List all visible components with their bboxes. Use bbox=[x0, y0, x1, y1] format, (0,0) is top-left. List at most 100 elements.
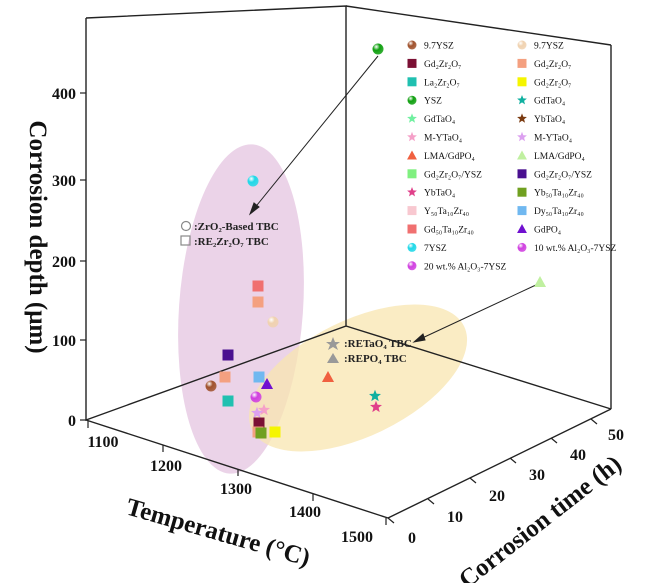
legend-label: 9.7YSZ bbox=[534, 42, 564, 52]
data-point bbox=[252, 296, 264, 308]
data-point bbox=[251, 406, 263, 419]
y-tick-label: 30 bbox=[529, 467, 545, 484]
data-point bbox=[247, 175, 259, 187]
legend-label: Gd₂Zr₂O₇ bbox=[534, 60, 571, 70]
x-tick-label: 1200 bbox=[150, 458, 182, 475]
data-point bbox=[372, 43, 384, 55]
legend-marker bbox=[407, 187, 417, 197]
legend-marker bbox=[517, 169, 527, 179]
annotation-arrows bbox=[248, 55, 539, 343]
data-point bbox=[250, 391, 262, 403]
x-axis-title: Temperature (°C) bbox=[123, 494, 313, 572]
data-point bbox=[369, 389, 381, 402]
legend-marker bbox=[517, 95, 527, 105]
legend-label: Gd₅₀Ta₁₀Zr₄₀ bbox=[424, 226, 474, 236]
y-tick-label: 40 bbox=[570, 447, 586, 464]
x-tick-label: 1100 bbox=[87, 434, 118, 451]
data-point bbox=[253, 417, 265, 429]
data-point bbox=[321, 370, 335, 382]
z-tick-label: 300 bbox=[52, 173, 76, 190]
legend-marker bbox=[517, 206, 527, 216]
legend-marker bbox=[517, 242, 527, 252]
data-point bbox=[252, 280, 264, 292]
legend-marker bbox=[407, 224, 417, 234]
zro2-annotation: :ZrO₂-Based TBC :RE₂Zr₂O₇ TBC bbox=[180, 220, 279, 248]
legend-marker bbox=[407, 169, 417, 179]
z-axis-ticks: 0 100 200 300 400 bbox=[52, 86, 86, 430]
y-tick-label: 50 bbox=[608, 427, 624, 444]
legend-label: M-YTaO₄ bbox=[424, 134, 462, 144]
data-point bbox=[222, 395, 234, 407]
legend-label: Yb₅₀Ta₁₀Zr₄₀ bbox=[534, 189, 584, 199]
data-point bbox=[253, 371, 265, 383]
y-tick-label: 20 bbox=[489, 488, 505, 505]
legend: 9.7YSZ 9.7YSZ Gd₂Zr₂O₇ Gd₂Zr₂O₇ La₂Zr₂O₇ Gd₂Z… bbox=[407, 40, 617, 272]
data-point bbox=[258, 403, 270, 416]
x-tick-label: 1400 bbox=[289, 504, 321, 521]
retao4-group-ellipse bbox=[248, 304, 468, 452]
zro2-square-label: :RE₂Zr₂O₇ TBC bbox=[194, 236, 269, 248]
zro2-circle-label: :ZrO₂-Based TBC bbox=[194, 221, 279, 233]
legend-label: Dy₅₀Ta₁₀Zr₄₀ bbox=[534, 207, 584, 217]
legend-marker bbox=[407, 150, 417, 160]
gray-star-icon bbox=[326, 337, 340, 350]
legend-label: YbTaO₄ bbox=[424, 189, 455, 199]
legend-marker bbox=[517, 58, 527, 68]
data-point bbox=[260, 377, 274, 389]
legend-marker bbox=[517, 113, 527, 123]
data-points bbox=[205, 43, 547, 439]
legend-label: YSZ bbox=[424, 97, 442, 107]
legend-marker bbox=[517, 224, 527, 234]
data-point bbox=[533, 275, 547, 287]
legend-marker bbox=[407, 113, 417, 123]
repo4-triangle-label: :REPO₄ TBC bbox=[344, 353, 407, 365]
legend-label: Gd₂Zr₂O₇ bbox=[534, 78, 571, 88]
legend-marker bbox=[517, 187, 527, 197]
legend-marker bbox=[407, 95, 417, 105]
z-axis-title: Corrosion depth (μm) bbox=[24, 120, 51, 353]
gray-triangle-icon bbox=[327, 353, 339, 363]
y-tick-label: 0 bbox=[408, 530, 416, 547]
data-point bbox=[267, 316, 279, 328]
legend-marker bbox=[407, 58, 417, 68]
legend-marker bbox=[517, 150, 527, 160]
z-tick-label: 400 bbox=[52, 86, 76, 103]
legend-marker bbox=[407, 261, 417, 271]
legend-label: Y₅₀Ta₁₀Zr₄₀ bbox=[424, 207, 469, 217]
legend-label: GdPO₄ bbox=[534, 226, 561, 236]
z-tick-label: 100 bbox=[52, 333, 76, 350]
legend-label: YbTaO₄ bbox=[534, 115, 565, 125]
data-point bbox=[205, 380, 217, 392]
legend-label: 9.7YSZ bbox=[424, 42, 454, 52]
x-axis-ticks: 1100 1200 1300 1400 1500 bbox=[87, 421, 387, 546]
y-axis-ticks: 0 10 20 30 40 50 bbox=[387, 418, 624, 547]
axis-box bbox=[85, 5, 612, 519]
data-point bbox=[222, 349, 234, 361]
data-point bbox=[219, 371, 231, 383]
legend-label: M-YTaO₄ bbox=[534, 134, 572, 144]
legend-marker bbox=[517, 131, 527, 142]
legend-label: GdTaO₄ bbox=[534, 97, 565, 107]
legend-marker bbox=[517, 40, 527, 50]
legend-marker bbox=[407, 206, 417, 216]
data-point bbox=[269, 426, 281, 438]
hollow-circle-icon bbox=[180, 220, 192, 232]
x-tick-label: 1500 bbox=[341, 529, 373, 546]
y-tick-label: 10 bbox=[447, 509, 463, 526]
legend-label: LMA/GdPO₄ bbox=[534, 152, 585, 162]
legend-marker bbox=[407, 40, 417, 50]
data-point bbox=[255, 427, 267, 439]
x-tick-label: 1300 bbox=[220, 481, 252, 498]
legend-marker bbox=[407, 77, 417, 87]
hollow-square-icon bbox=[180, 235, 191, 246]
z-tick-label: 0 bbox=[68, 413, 76, 430]
legend-label: 10 wt.% Al₂O₃-7YSZ bbox=[534, 244, 617, 254]
legend-label: Gd₂Zr₂O₇/YSZ bbox=[424, 170, 482, 180]
data-point bbox=[370, 400, 382, 413]
legend-label: 7YSZ bbox=[424, 244, 447, 254]
legend-label: Gd₂Zr₂O₇/YSZ bbox=[534, 170, 592, 180]
legend-label: Gd₂Zr₂O₇ bbox=[424, 60, 461, 70]
legend-label: LMA/GdPO₄ bbox=[424, 152, 475, 162]
legend-label: GdTaO₄ bbox=[424, 115, 455, 125]
